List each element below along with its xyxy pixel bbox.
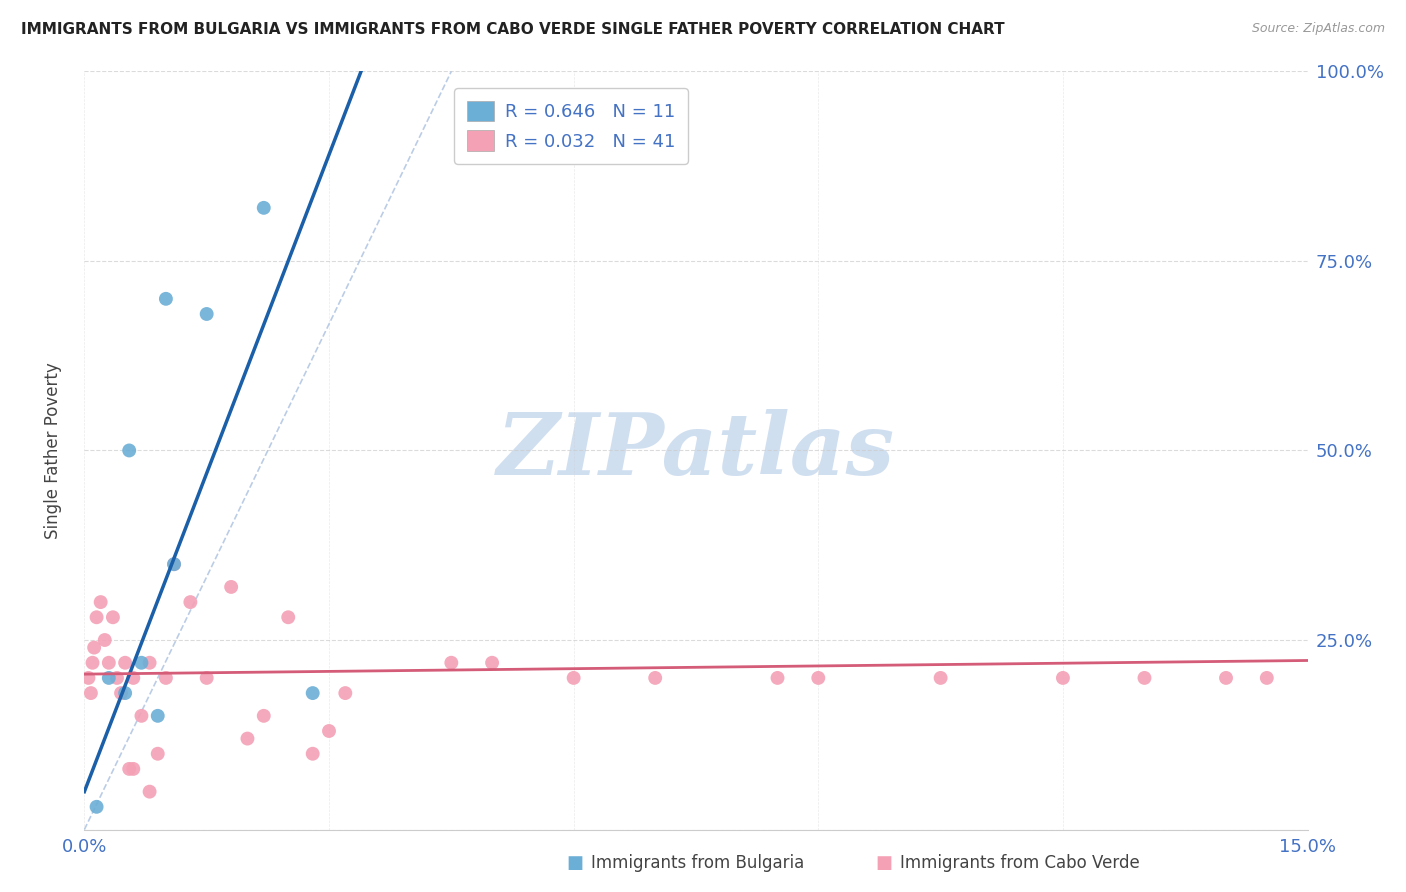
Text: ■: ■ — [567, 855, 583, 872]
Point — [77, 671, 100, 685]
Text: ZIPatlas: ZIPatlas — [496, 409, 896, 492]
Point — [118, 443, 141, 458]
Point — [114, 686, 136, 700]
Text: IMMIGRANTS FROM BULGARIA VS IMMIGRANTS FROM CABO VERDE SINGLE FATHER POVERTY COR: IMMIGRANTS FROM BULGARIA VS IMMIGRANTS F… — [21, 22, 1005, 37]
Point — [318, 724, 340, 739]
Text: Immigrants from Bulgaria: Immigrants from Bulgaria — [591, 855, 804, 872]
Text: Source: ZipAtlas.com: Source: ZipAtlas.com — [1251, 22, 1385, 36]
Point — [1256, 671, 1278, 685]
Text: Immigrants from Cabo Verde: Immigrants from Cabo Verde — [900, 855, 1140, 872]
Text: ■: ■ — [876, 855, 893, 872]
Point — [101, 610, 124, 624]
Point — [219, 580, 242, 594]
Point — [929, 671, 952, 685]
Point — [301, 747, 323, 761]
Point — [644, 671, 666, 685]
Point — [155, 292, 177, 306]
Point — [122, 762, 145, 776]
Point — [86, 610, 108, 624]
Point — [807, 671, 830, 685]
Point — [97, 656, 120, 670]
Point — [138, 785, 160, 799]
Point — [195, 307, 218, 321]
Point — [481, 656, 503, 670]
Point — [83, 640, 105, 655]
Point — [146, 747, 169, 761]
Point — [86, 800, 108, 814]
Point — [110, 686, 132, 700]
Point — [179, 595, 201, 609]
Point — [1215, 671, 1237, 685]
Point — [163, 557, 186, 572]
Point — [440, 656, 463, 670]
Point — [138, 656, 160, 670]
Point — [97, 671, 120, 685]
Point — [301, 686, 323, 700]
Point — [1133, 671, 1156, 685]
Point — [195, 671, 218, 685]
Point — [122, 671, 145, 685]
Point — [253, 708, 276, 723]
Point — [93, 633, 115, 648]
Point — [82, 656, 104, 670]
Point — [562, 671, 585, 685]
Legend: R = 0.646   N = 11, R = 0.032   N = 41: R = 0.646 N = 11, R = 0.032 N = 41 — [454, 88, 688, 164]
Point — [118, 762, 141, 776]
Point — [80, 686, 103, 700]
Point — [277, 610, 299, 624]
Y-axis label: Single Father Poverty: Single Father Poverty — [44, 362, 62, 539]
Point — [253, 201, 276, 215]
Point — [131, 656, 153, 670]
Point — [1052, 671, 1074, 685]
Point — [163, 557, 186, 572]
Point — [766, 671, 789, 685]
Point — [105, 671, 128, 685]
Point — [90, 595, 112, 609]
Point — [131, 708, 153, 723]
Point — [335, 686, 357, 700]
Point — [155, 671, 177, 685]
Point — [146, 708, 169, 723]
Point — [114, 656, 136, 670]
Point — [236, 731, 259, 746]
